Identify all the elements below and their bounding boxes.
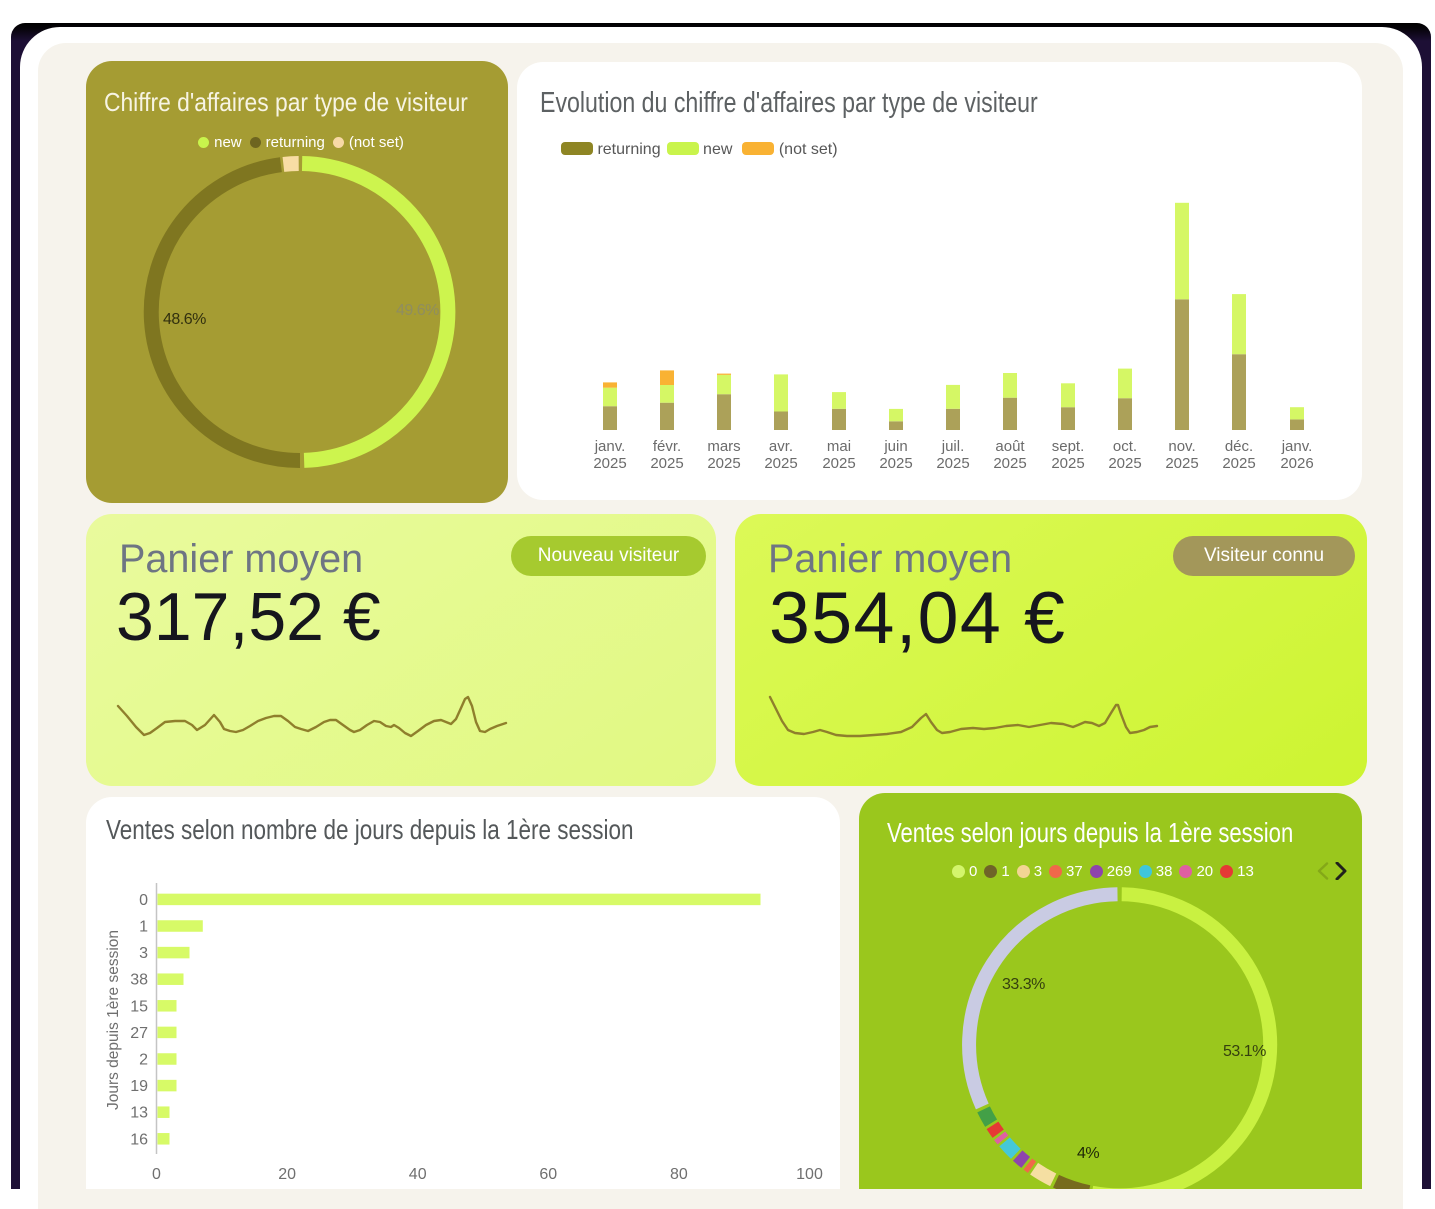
svg-text:60: 60 xyxy=(539,1166,557,1183)
svg-text:19: 19 xyxy=(130,1078,148,1095)
svg-text:20: 20 xyxy=(278,1166,296,1183)
svg-text:1: 1 xyxy=(139,919,148,936)
svg-text:0: 0 xyxy=(139,892,148,909)
svg-text:16: 16 xyxy=(130,1131,148,1148)
svg-text:0: 0 xyxy=(152,1166,161,1183)
svg-text:13: 13 xyxy=(130,1105,148,1122)
svg-text:27: 27 xyxy=(130,1025,148,1042)
svg-text:80: 80 xyxy=(670,1166,688,1183)
svg-text:2: 2 xyxy=(139,1052,148,1069)
svg-text:15: 15 xyxy=(130,998,148,1015)
svg-text:40: 40 xyxy=(409,1166,427,1183)
svg-text:3: 3 xyxy=(139,945,148,962)
svg-text:38: 38 xyxy=(130,972,148,989)
svg-text:100: 100 xyxy=(796,1166,823,1183)
